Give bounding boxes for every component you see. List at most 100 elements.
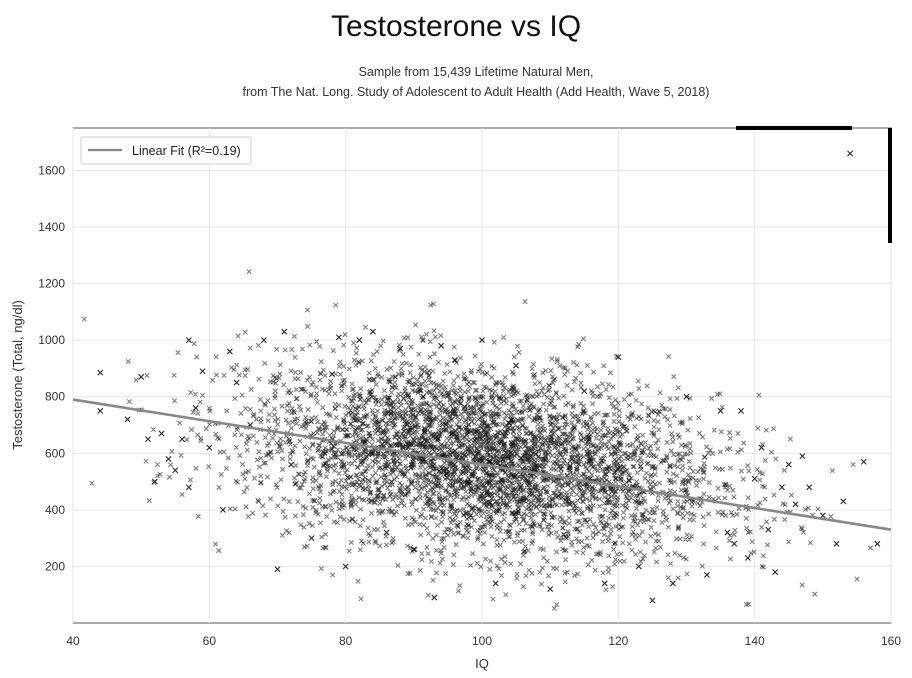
data-point: [571, 379, 577, 385]
data-point: [473, 401, 479, 407]
data-point: [412, 322, 419, 328]
data-point: [341, 417, 347, 423]
data-point: [552, 404, 558, 410]
data-point: [717, 449, 723, 455]
data-point: [417, 364, 424, 371]
data-point: [543, 461, 549, 467]
data-point: [502, 502, 509, 508]
data-point: [449, 387, 455, 393]
data-point: [531, 445, 537, 452]
data-point: [763, 427, 769, 433]
data-point: [378, 343, 384, 349]
data-point: [646, 517, 652, 523]
data-point: [605, 429, 611, 435]
data-point: [428, 514, 435, 520]
data-point: [581, 544, 587, 551]
data-point: [418, 372, 424, 378]
data-point: [336, 488, 343, 494]
data-point: [192, 391, 199, 397]
data-point: [472, 395, 478, 401]
data-point: [352, 458, 358, 464]
data-point: [453, 541, 459, 548]
data-point: [430, 535, 436, 542]
data-point: [480, 469, 486, 475]
data-point: [287, 441, 293, 447]
data-point: [416, 472, 422, 478]
data-point: [438, 482, 444, 489]
data-point: [348, 502, 354, 508]
data-point: [544, 489, 551, 496]
data-point: [691, 512, 697, 518]
data-point: [744, 525, 750, 531]
data-point: [578, 432, 584, 438]
data-point: [686, 536, 693, 543]
data-point: [759, 471, 766, 477]
data-point: [498, 519, 504, 525]
data-point: [655, 437, 661, 443]
data-point: [325, 447, 332, 454]
data-point: [684, 532, 690, 538]
data-point: [338, 458, 344, 464]
data-point: [600, 570, 606, 576]
data-point: [513, 406, 519, 412]
data-point: [143, 458, 149, 464]
data-point: [675, 511, 681, 517]
data-point: [290, 449, 296, 455]
data-point: [743, 515, 749, 522]
data-point: [457, 355, 464, 361]
data-point: [540, 546, 546, 553]
data-point: [626, 541, 632, 547]
data-point: [258, 455, 264, 461]
data-point: [738, 447, 745, 453]
data-point: [124, 416, 131, 423]
data-point: [281, 496, 287, 502]
data-point: [399, 408, 405, 415]
data-point: [397, 469, 404, 475]
data-point: [363, 455, 369, 461]
data-point: [665, 575, 672, 581]
data-point: [594, 384, 601, 390]
data-point: [254, 457, 260, 463]
data-point: [603, 587, 609, 593]
data-point: [756, 392, 762, 398]
data-point: [429, 418, 435, 425]
data-point: [464, 501, 470, 507]
data-point: [352, 452, 358, 458]
data-point: [238, 410, 244, 417]
data-point: [609, 498, 616, 505]
data-point: [680, 463, 686, 469]
data-point: [279, 532, 285, 538]
data-point: [81, 316, 87, 322]
data-point: [272, 417, 278, 423]
data-point: [459, 426, 465, 432]
data-point: [298, 369, 304, 375]
data-point: [530, 403, 537, 410]
data-point: [486, 423, 492, 429]
data-point: [419, 367, 425, 373]
data-point: [305, 406, 311, 413]
data-point: [370, 458, 376, 464]
data-point: [559, 482, 565, 488]
data-point: [413, 507, 420, 513]
data-point: [385, 421, 391, 427]
data-point: [620, 515, 626, 521]
data-point: [570, 471, 576, 477]
data-point: [383, 401, 389, 407]
data-point: [377, 500, 383, 507]
data-point: [573, 375, 579, 381]
data-point: [376, 486, 382, 492]
data-point: [637, 518, 643, 524]
data-point: [489, 533, 495, 539]
data-point: [653, 454, 659, 460]
data-point: [325, 468, 331, 474]
data-point: [645, 478, 651, 484]
data-point: [598, 518, 604, 524]
data-point: [297, 438, 303, 444]
data-point: [540, 440, 546, 447]
data-point: [373, 401, 379, 408]
data-point: [255, 342, 262, 348]
data-point: [541, 511, 547, 517]
data-point: [248, 386, 254, 392]
y-tick-label: 1600: [38, 163, 65, 177]
